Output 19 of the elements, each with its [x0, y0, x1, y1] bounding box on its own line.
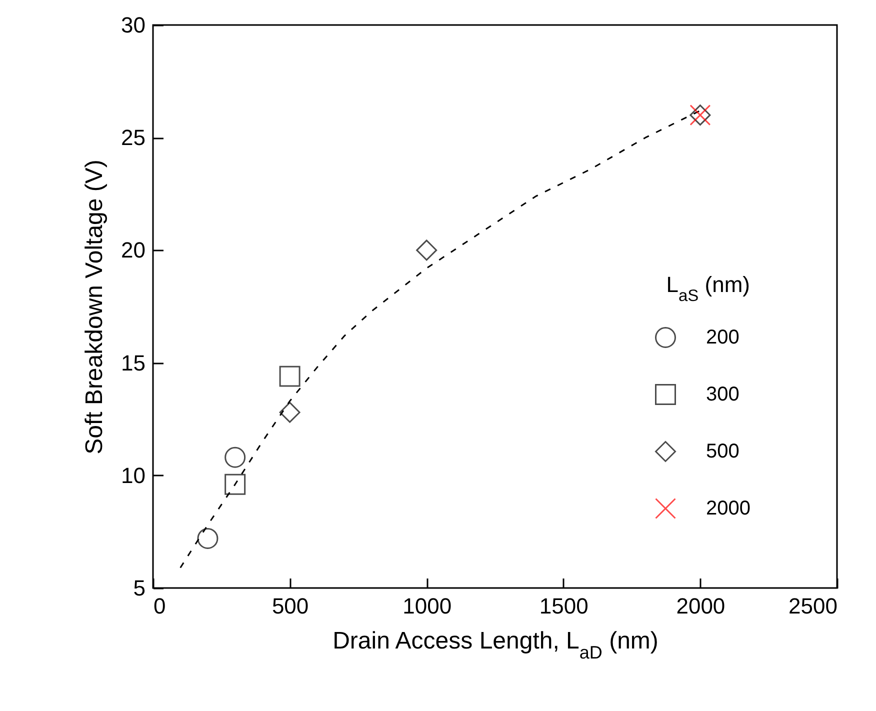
y-tick-label: 5	[133, 576, 146, 600]
x-axis-title: Drain Access Length, L$_{aD}$ (nm)	[332, 628, 658, 662]
y-tick-label: 15	[121, 350, 146, 376]
legend-label: 200	[706, 326, 740, 348]
x-tick-label: 500	[272, 594, 309, 618]
legend-title: L$_{aS}$ (nm)	[666, 272, 750, 305]
y-tick-label: 10	[121, 462, 146, 488]
legend-label: 300	[706, 384, 740, 406]
x-tick-label: 0	[154, 594, 166, 618]
x-tick-label: 2000	[676, 594, 726, 618]
x-tick-label: 2500	[788, 594, 838, 618]
x-tick-label: 1000	[402, 594, 452, 618]
legend-label: 2000	[706, 498, 750, 520]
y-tick-label: 20	[121, 238, 146, 263]
y-tick-label: 25	[121, 125, 146, 150]
x-tick-label: 1500	[539, 594, 588, 618]
legend-label: 500	[706, 440, 740, 462]
y-tick-label: 30	[121, 12, 146, 38]
y-axis-title: Soft Breakdown Voltage (V)	[81, 160, 108, 454]
